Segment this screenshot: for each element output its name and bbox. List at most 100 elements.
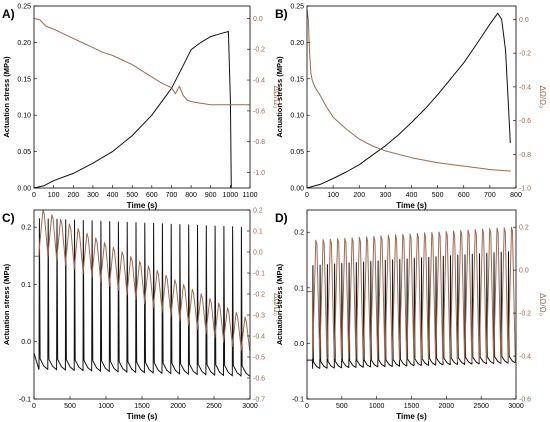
y2-tick-label: -0.2 (253, 292, 265, 299)
y-tick-label: 0.0 (294, 341, 304, 348)
y-tick-label: 0.20 (290, 40, 304, 47)
y-tick-label: 0.10 (17, 113, 31, 120)
y2-tick-label: -0.6 (519, 118, 531, 125)
y2-tick-label: -0.4 (253, 334, 265, 341)
x-tick-label: 500 (432, 192, 444, 199)
y2-tick-label: 0.0 (253, 16, 263, 23)
y2-axis-label: ΔΩ/Ω₀ (272, 86, 281, 109)
stress-line (33, 218, 251, 377)
y2-tick-label: -0.8 (253, 139, 265, 146)
y2-tick-label: 0.0 (519, 17, 529, 24)
y-tick-label: 0.00 (17, 186, 31, 193)
x-tick-label: 600 (146, 192, 158, 199)
x-tick-label: 2000 (439, 403, 455, 410)
y-axis-label: Actuation stress (MPa) (275, 263, 284, 345)
y-axis-label: Actuation stress (MPa) (2, 263, 11, 345)
y2-axis-label: ΔΩ/Ω₀ (538, 86, 547, 109)
y2-tick-label: 0.2 (519, 225, 529, 232)
x-tick-label: 100 (48, 192, 60, 199)
y-axis-label: Actuation stress (MPa) (275, 56, 284, 138)
stress-line (306, 12, 511, 189)
resistance-line (34, 209, 251, 352)
panel-label-a: A) (2, 7, 15, 21)
panel-b: B) 0 100 200 300 400 500 600 700 800 0.00 0.05 0.10 0… (275, 4, 547, 211)
y2-tick-label: -1.0 (253, 170, 265, 177)
x-tick-label: 2500 (473, 403, 489, 410)
resistance-line (306, 9, 511, 172)
y2-tick-label: 0.2 (253, 208, 263, 215)
y-tick-label: 0.25 (17, 4, 31, 11)
y2-tick-label: 0.1 (253, 229, 263, 236)
x-axis-label: Time (s) (127, 201, 158, 210)
y-tick-label: 0.1 (21, 282, 31, 289)
y2-tick-label: -0.8 (519, 152, 531, 159)
x-tick-label: 200 (353, 192, 365, 199)
y-tick-label: 0.2 (294, 230, 304, 237)
y2-tick-label: -0.6 (253, 108, 265, 115)
y2-tick-label: 0.0 (253, 250, 263, 257)
x-tick-label: 0 (32, 192, 36, 199)
y-tick-label: 0.2 (21, 225, 31, 232)
panel-label-d: D) (275, 211, 288, 225)
x-tick-label: 1000 (369, 403, 385, 410)
y2-tick-label: -1.0 (519, 186, 531, 193)
plot-frame (306, 5, 517, 189)
x-axis-label: Time (s) (127, 412, 158, 421)
x-tick-label: 700 (166, 192, 178, 199)
y2-tick-label: -0.4 (519, 354, 531, 361)
y-tick-label: 0.00 (290, 186, 304, 193)
y2-tick-label: -0.7 (253, 397, 265, 404)
y2-tick-label: 0.0 (519, 268, 529, 275)
x-tick-label: 500 (126, 192, 138, 199)
y-tick-label: 0.15 (290, 76, 304, 83)
plot-frame (33, 5, 251, 189)
x-tick-label: 100 (327, 192, 339, 199)
x-tick-label: 1500 (404, 403, 420, 410)
x-tick-label: 3000 (508, 403, 524, 410)
y-tick-label: 0.0 (21, 339, 31, 346)
x-tick-label: 400 (107, 192, 119, 199)
y2-tick-label: -0.4 (519, 84, 531, 91)
y-tick-label: 0.05 (17, 149, 31, 156)
y-tick-label: 0.1 (294, 285, 304, 292)
y-tick-label: 0.05 (290, 149, 304, 156)
y2-axis-label: ΔΩ/Ω₀ (538, 293, 547, 316)
x-tick-label: 900 (205, 192, 217, 199)
panel-a: A) 0 100 200 300 400 500 600 700 800 900 1000 1100 0.… (2, 4, 281, 211)
x-tick-label: 0 (305, 192, 309, 199)
x-tick-label: 600 (458, 192, 470, 199)
x-tick-label: 400 (406, 192, 418, 199)
y2-tick-label: -0.5 (253, 355, 265, 362)
x-tick-label: 1000 (223, 192, 239, 199)
y-tick-label: -0.1 (19, 397, 31, 404)
y2-tick-label: -0.4 (253, 78, 265, 85)
y-tick-label: -0.1 (292, 397, 304, 404)
resistance-line (307, 226, 516, 363)
x-tick-label: 2500 (206, 403, 222, 410)
x-tick-label: 800 (510, 192, 522, 199)
x-tick-label: 300 (87, 192, 99, 199)
stress-line (307, 251, 516, 369)
x-tick-label: 3000 (242, 403, 258, 410)
x-tick-label: 800 (185, 192, 197, 199)
y2-tick-label: -0.3 (253, 313, 265, 320)
resistance-line (33, 17, 250, 106)
x-axis-label: Time (s) (396, 412, 427, 421)
y2-tick-label: -0.6 (253, 376, 265, 383)
y2-tick-label: -0.2 (253, 47, 265, 54)
panel-c: C) 0 500 1000 1500 2000 2500 3000 -0.1 0.0 0.1 0.2 0… (2, 208, 281, 422)
panel-d: D) 0 500 1000 1500 2000 2500 3000 -0.1 0.0 0.1 0.2 0… (275, 209, 547, 421)
x-tick-label: 500 (336, 403, 348, 410)
x-tick-label: 2000 (170, 403, 186, 410)
x-tick-label: 700 (484, 192, 496, 199)
x-tick-label: 500 (64, 403, 76, 410)
x-tick-label: 1500 (134, 403, 150, 410)
y2-axis-label: ΔΩ/Ω₀ (272, 293, 281, 316)
x-tick-label: 0 (32, 403, 36, 410)
y2-tick-label: -0.6 (519, 397, 531, 404)
x-tick-label: 1100 (242, 192, 257, 199)
y-tick-label: 0.20 (17, 40, 31, 47)
y-tick-label: 0.15 (17, 76, 31, 83)
y2-tick-label: -0.2 (519, 311, 531, 318)
y-tick-label: 0.10 (290, 113, 304, 120)
